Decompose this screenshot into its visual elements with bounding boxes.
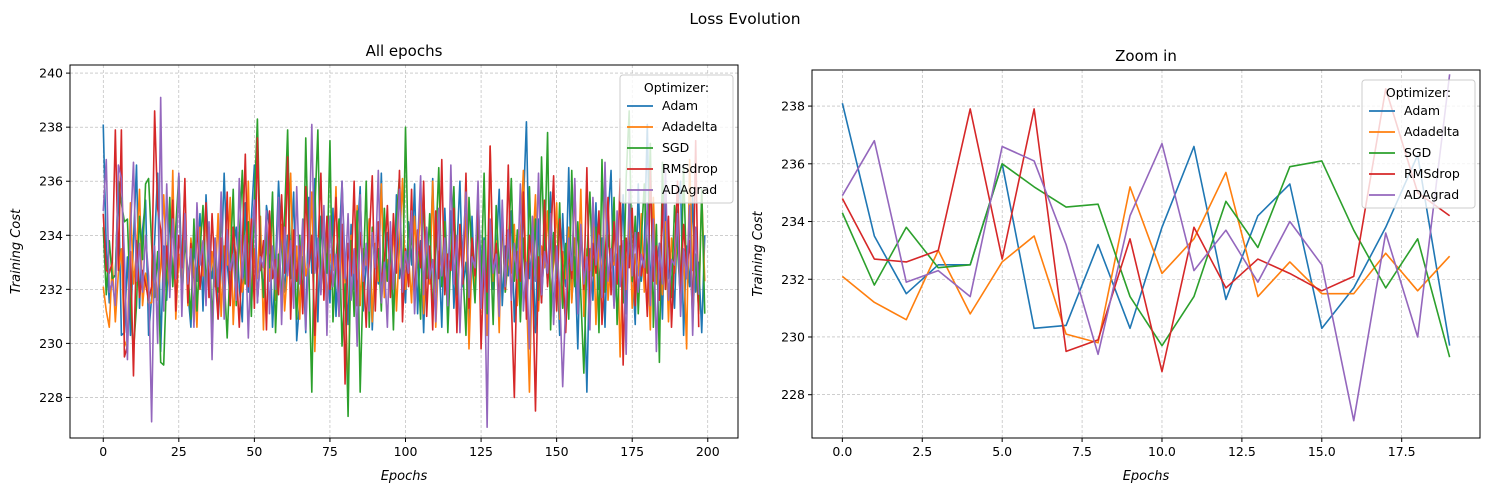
x-tick-label: 2.5: [912, 444, 932, 459]
legend-title: Optimizer:: [644, 80, 709, 95]
series-line-adagrad: [841, 74, 1451, 422]
series-lines: [841, 74, 1451, 422]
y-tick-label: 238: [39, 120, 63, 135]
chart-panel-zoom-in: 0.0 2.5 5.0 7.5 10.0 12.5 15.0 17.5 228 230 232 234…: [751, 47, 1481, 484]
x-tick-label: 0: [99, 444, 107, 459]
x-tick-label: 25: [171, 444, 187, 459]
y-tick-label: 232: [781, 272, 805, 287]
x-tick-label: 17.5: [1388, 444, 1416, 459]
figure-title: Loss Evolution: [689, 10, 800, 28]
x-tick-label: 75: [322, 444, 338, 459]
x-tick-label: 10.0: [1148, 444, 1176, 459]
y-tick-label: 228: [781, 387, 805, 402]
x-tick-label: 0.0: [832, 444, 852, 459]
axes-frame: [69, 64, 739, 439]
legend-entry: ADAgrad: [662, 182, 717, 197]
legend-entry: RMSdrop: [1404, 166, 1460, 181]
series-lines: [102, 96, 706, 428]
y-axis-label: Training Cost: [9, 208, 24, 294]
legend: Optimizer: Adam Adadelta SGD RMSdrop ADAgrad: [619, 74, 734, 204]
legend-entry: Adadelta: [1404, 124, 1460, 139]
y-tick-label: 232: [39, 282, 63, 297]
y-tick-label: 240: [39, 66, 63, 81]
legend-entry: ADAgrad: [1404, 187, 1459, 202]
y-tick-label: 228: [39, 390, 63, 405]
legend: Optimizer: Adam Adadelta SGD RMSdrop ADAgrad: [1361, 79, 1476, 209]
x-tick-label: 50: [246, 444, 262, 459]
x-tick-label: 150: [545, 444, 569, 459]
legend-box: [619, 74, 734, 204]
x-tick-label: 100: [394, 444, 418, 459]
x-tick-label: 15.0: [1308, 444, 1336, 459]
legend-box: [1361, 79, 1476, 209]
chart-panel-all-epochs: 0 25 50 75 100 125 150 175 200 228 230 232 234 236 238…: [9, 42, 739, 484]
x-axis-label: Epochs: [1123, 469, 1170, 484]
series-line-rmsdrop: [841, 87, 1451, 373]
x-tick-label: 12.5: [1228, 444, 1256, 459]
legend-entry: Adadelta: [662, 119, 718, 134]
series-line-sgd: [841, 160, 1451, 358]
x-axis-label: Epochs: [381, 469, 428, 484]
y-tick-label: 234: [781, 214, 805, 229]
panel-title: All epochs: [366, 42, 443, 60]
x-tick-label: 5.0: [992, 444, 1012, 459]
series-line-adadelta: [841, 171, 1451, 344]
x-tick-label: 175: [620, 444, 644, 459]
legend-title: Optimizer:: [1386, 85, 1451, 100]
x-tick-label: 7.5: [1072, 444, 1092, 459]
series-line-adam: [841, 103, 1451, 346]
y-tick-label: 234: [39, 228, 63, 243]
y-tick-label: 236: [39, 174, 63, 189]
legend-entry: Adam: [1404, 103, 1440, 118]
y-axis-label: Training Cost: [751, 210, 766, 296]
x-tick-label: 200: [696, 444, 720, 459]
panel-title: Zoom in: [1115, 47, 1177, 65]
x-tick-label: 125: [469, 444, 493, 459]
legend-entry: Adam: [662, 98, 698, 113]
y-tick-label: 236: [781, 156, 805, 171]
legend-entry: SGD: [1404, 145, 1431, 160]
y-tick-label: 230: [781, 329, 805, 344]
series-line-adagrad: [102, 96, 700, 428]
y-tick-label: 238: [781, 99, 805, 114]
axes-frame: [811, 69, 1481, 439]
legend-entry: SGD: [662, 140, 689, 155]
y-tick-label: 230: [39, 336, 63, 351]
legend-entry: RMSdrop: [662, 161, 718, 176]
